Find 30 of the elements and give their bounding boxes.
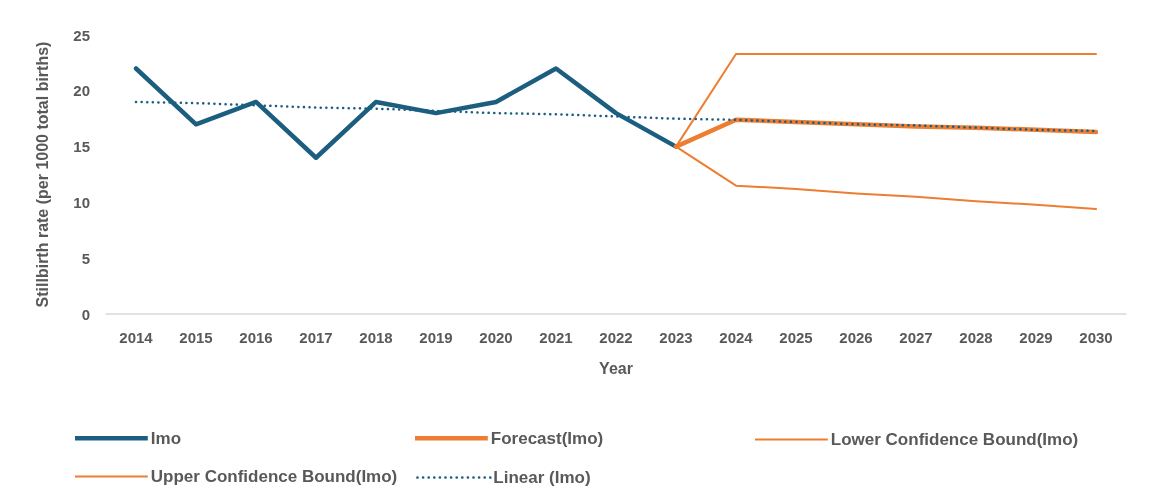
- legend-label: Lower Confidence Bound(Imo): [830, 430, 1079, 449]
- x-tick-label: 2023: [659, 329, 693, 346]
- x-tick-label: 2028: [959, 329, 993, 346]
- x-tick-label: 2026: [839, 329, 873, 346]
- y-tick-label: 20: [73, 82, 90, 100]
- legend-label: Upper Confidence Bound(Imo): [150, 467, 398, 486]
- legend-label: Imo: [150, 428, 182, 448]
- x-tick-label: 2020: [479, 329, 513, 346]
- x-tick-label: 2024: [719, 329, 754, 346]
- x-tick-label: 2022: [599, 329, 633, 346]
- x-tick-label: 2015: [179, 329, 213, 346]
- y-axis-title: Stillbirth rate (per 1000 total births): [33, 41, 51, 308]
- y-tick-label: 5: [81, 249, 90, 267]
- x-tick-label: 2021: [539, 329, 573, 346]
- y-tick-label: 15: [73, 138, 90, 156]
- x-axis-title: Year: [599, 359, 633, 377]
- x-tick-label: 2019: [419, 329, 453, 346]
- x-tick-label: 2018: [359, 329, 393, 346]
- y-tick-label: 25: [73, 26, 90, 44]
- legend-label: Forecast(Imo): [490, 428, 604, 448]
- x-tick-label: 2016: [239, 329, 273, 346]
- x-tick-label: 2027: [899, 329, 933, 346]
- y-tick-label: 10: [73, 193, 90, 211]
- y-tick-label: 0: [81, 305, 90, 323]
- x-tick-label: 2025: [779, 329, 813, 346]
- legend-label: Linear (Imo): [493, 467, 591, 487]
- x-tick-label: 2029: [1019, 329, 1053, 346]
- x-tick-label: 2014: [119, 329, 154, 346]
- x-tick-label: 2030: [1079, 329, 1113, 346]
- x-tick-label: 2017: [299, 329, 333, 346]
